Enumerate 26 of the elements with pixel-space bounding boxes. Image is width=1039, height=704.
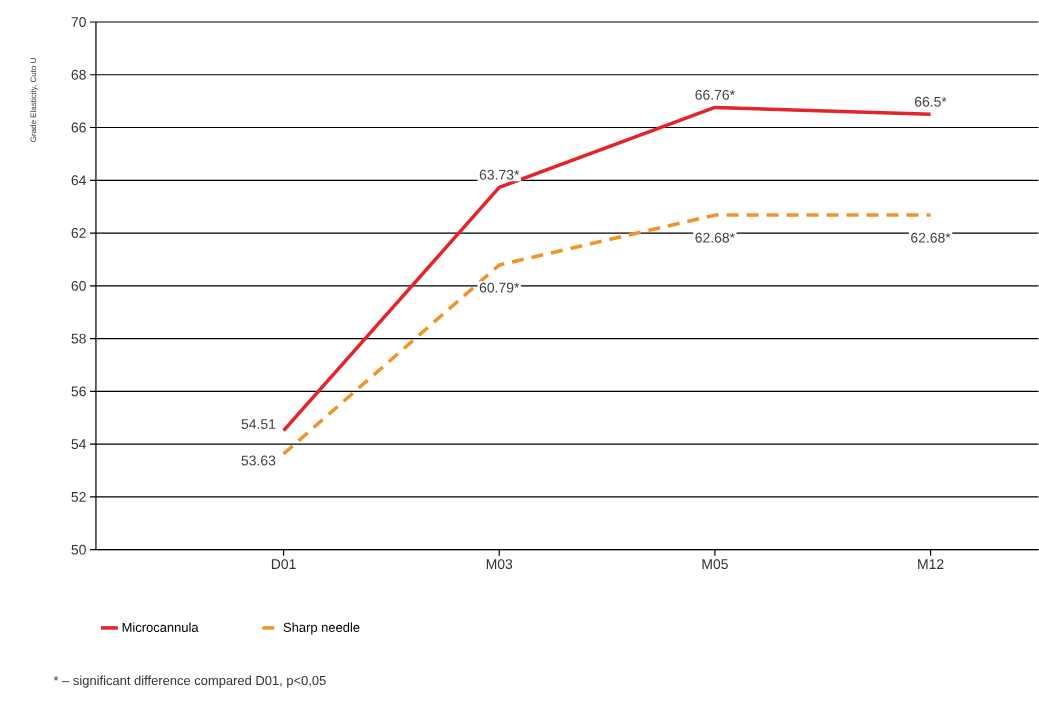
- y-tick-label: 70: [71, 17, 86, 28]
- data-label: 63.73*: [479, 170, 520, 180]
- legend-label: Sharp needle: [283, 622, 360, 635]
- x-tick-label: M05: [702, 559, 728, 570]
- y-tick-label: 54: [71, 439, 87, 450]
- y-tick-label: 58: [71, 333, 86, 344]
- legend-label: Microcannula: [122, 622, 199, 633]
- y-tick-label: 60: [71, 281, 86, 291]
- y-tick-label: 56: [71, 386, 86, 397]
- x-tick-label: M12: [918, 559, 944, 570]
- x-tick-label: D01: [271, 559, 296, 570]
- data-label: 53.63: [241, 455, 276, 466]
- y-tick-label: 68: [71, 70, 86, 80]
- y-tick-label: 62: [71, 228, 86, 239]
- data-label: 66.76*: [695, 90, 735, 100]
- data-label: 66.5*: [915, 96, 947, 107]
- x-tick-label: M03: [486, 559, 513, 570]
- y-tick-label: 64: [71, 175, 87, 186]
- data-label: 54.51: [241, 419, 276, 430]
- y-tick-label: 66: [71, 122, 86, 133]
- text: * – significant difference compared D01, p<0,05: [53, 675, 326, 688]
- data-label: 62.68*: [695, 232, 735, 243]
- data-label: 60.79*: [479, 282, 520, 293]
- y-tick-label: 50: [71, 544, 86, 555]
- data-label: 62.68*: [911, 232, 951, 243]
- y-tick-label: 52: [71, 492, 86, 503]
